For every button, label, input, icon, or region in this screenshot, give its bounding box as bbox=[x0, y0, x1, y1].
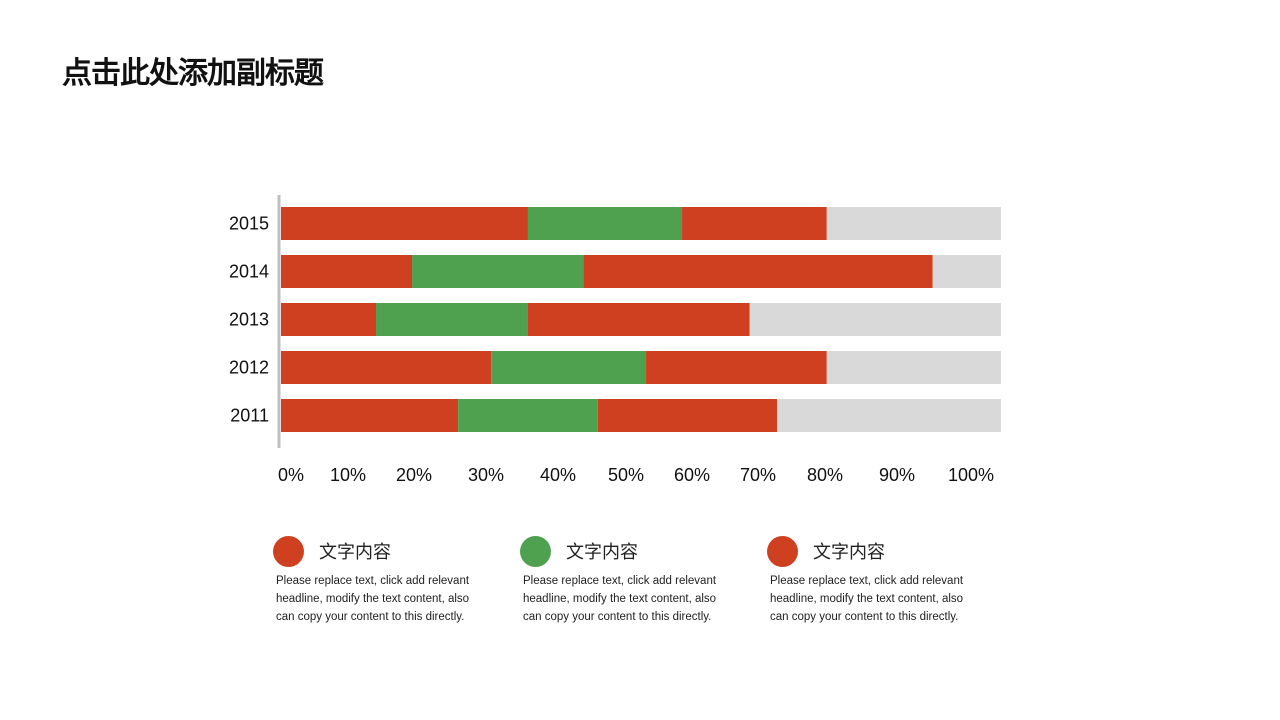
legend-title[interactable]: 文字内容 bbox=[813, 542, 885, 563]
bar-segment bbox=[527, 303, 750, 336]
stacked-bar-chart: 2015 2014 2013 2012 2011 0% 10% 20% 30% 40% 50% 60%… bbox=[229, 195, 1001, 485]
bar-segment bbox=[932, 255, 1001, 288]
bar-segment bbox=[527, 207, 683, 240]
legend-dot-icon bbox=[520, 536, 551, 567]
bar-segment bbox=[281, 255, 413, 288]
bar-segment bbox=[682, 207, 827, 240]
bar-segment bbox=[597, 399, 778, 432]
bar-segment bbox=[646, 351, 827, 384]
bar-segment bbox=[491, 351, 647, 384]
bar-segment bbox=[826, 207, 1001, 240]
bar-segment bbox=[749, 303, 1001, 336]
y-tick-label: 2015 bbox=[229, 214, 269, 234]
bar-segment bbox=[281, 399, 459, 432]
x-tick-label: 100% bbox=[948, 465, 994, 485]
bar-segment bbox=[281, 303, 377, 336]
bar-segment bbox=[412, 255, 584, 288]
x-tick-label: 40% bbox=[540, 465, 576, 485]
x-tick-label: 10% bbox=[330, 465, 366, 485]
bar-segment bbox=[583, 255, 933, 288]
y-tick-label: 2014 bbox=[229, 262, 269, 282]
legend-dot-icon bbox=[273, 536, 304, 567]
y-tick-label: 2013 bbox=[229, 310, 269, 330]
legend-title[interactable]: 文字内容 bbox=[566, 542, 638, 563]
bar-segment bbox=[376, 303, 528, 336]
bar-segment bbox=[458, 399, 598, 432]
legend-text[interactable]: Please replace text, click add relevant … bbox=[523, 575, 717, 623]
bar-segment bbox=[777, 399, 1001, 432]
subtitle[interactable]: 点击此处添加副标题 bbox=[62, 56, 324, 91]
x-tick-label: 80% bbox=[807, 465, 843, 485]
legend-text[interactable]: Please replace text, click add relevant … bbox=[770, 575, 964, 623]
bar-segment bbox=[826, 351, 1001, 384]
x-tick-label: 30% bbox=[468, 465, 504, 485]
legend-text[interactable]: Please replace text, click add relevant … bbox=[276, 575, 470, 623]
legend-title[interactable]: 文字内容 bbox=[319, 542, 391, 563]
x-tick-label: 60% bbox=[674, 465, 710, 485]
x-tick-label: 90% bbox=[879, 465, 915, 485]
x-tick-label: 20% bbox=[396, 465, 432, 485]
x-tick-label: 0% bbox=[278, 465, 304, 485]
bar-segment bbox=[281, 207, 528, 240]
y-tick-label: 2011 bbox=[230, 406, 269, 426]
bar-segment bbox=[281, 351, 492, 384]
y-tick-label: 2012 bbox=[229, 358, 269, 378]
x-tick-label: 50% bbox=[608, 465, 644, 485]
legend-dot-icon bbox=[767, 536, 798, 567]
x-tick-label: 70% bbox=[740, 465, 776, 485]
